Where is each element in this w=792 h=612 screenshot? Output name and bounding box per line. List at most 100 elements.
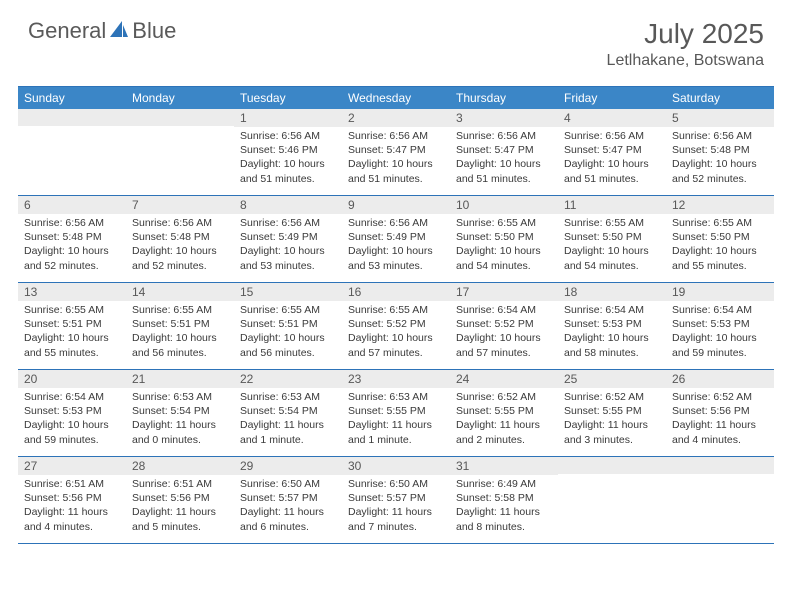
logo-text-general: General [28, 18, 106, 44]
sunrise-text: Sunrise: 6:54 AM [456, 303, 552, 317]
weekday-wednesday: Wednesday [342, 87, 450, 109]
sunset-text: Sunset: 5:53 PM [672, 317, 768, 331]
daylight-text: Daylight: 11 hours and 4 minutes. [672, 418, 768, 446]
day-number: 30 [342, 457, 450, 475]
sunset-text: Sunset: 5:57 PM [240, 491, 336, 505]
sunset-text: Sunset: 5:52 PM [348, 317, 444, 331]
day-cell: 17 Sunrise: 6:54 AMSunset: 5:52 PMDayligh… [450, 283, 558, 369]
weeks-container: 1Sunrise: 6:56 AMSunset: 5:46 PMDaylight… [18, 109, 774, 544]
day-number: 3 [450, 109, 558, 127]
sunset-text: Sunset: 5:49 PM [240, 230, 336, 244]
day-cell: 19Sunrise: 6:54 AMSunset: 5:53 PMDayligh… [666, 283, 774, 369]
sunrise-text: Sunrise: 6:55 AM [348, 303, 444, 317]
sunset-text: Sunset: 5:52 PM [456, 317, 552, 331]
sunrise-text: Sunrise: 6:54 AM [564, 303, 660, 317]
day-body: Sunrise: 6:56 AMSunset: 5:48 PMDaylight:… [18, 214, 126, 277]
day-body: Sunrise: 6:51 AMSunset: 5:56 PMDaylight:… [18, 475, 126, 538]
day-body: Sunrise: 6:56 AMSunset: 5:46 PMDaylight:… [234, 127, 342, 190]
sunset-text: Sunset: 5:48 PM [132, 230, 228, 244]
daylight-text: Daylight: 10 hours and 51 minutes. [348, 157, 444, 185]
sunrise-text: Sunrise: 6:56 AM [348, 216, 444, 230]
sunset-text: Sunset: 5:54 PM [132, 404, 228, 418]
day-body: Sunrise: 6:56 AMSunset: 5:48 PMDaylight:… [666, 127, 774, 190]
sunset-text: Sunset: 5:51 PM [132, 317, 228, 331]
sunrise-text: Sunrise: 6:55 AM [672, 216, 768, 230]
daylight-text: Daylight: 10 hours and 57 minutes. [456, 331, 552, 359]
day-number: 22 [234, 370, 342, 388]
daylight-text: Daylight: 10 hours and 51 minutes. [240, 157, 336, 185]
header: General Blue July 2025 Letlhakane, Botsw… [0, 0, 792, 78]
sunrise-text: Sunrise: 6:53 AM [348, 390, 444, 404]
sunrise-text: Sunrise: 6:56 AM [672, 129, 768, 143]
calendar-header-row: Sunday Monday Tuesday Wednesday Thursday… [18, 87, 774, 109]
sunrise-text: Sunrise: 6:54 AM [672, 303, 768, 317]
day-body: Sunrise: 6:54 AMSunset: 5:53 PMDaylight:… [18, 388, 126, 451]
daylight-text: Daylight: 10 hours and 54 minutes. [456, 244, 552, 272]
day-body: Sunrise: 6:54 AMSunset: 5:53 PMDaylight:… [558, 301, 666, 364]
weekday-tuesday: Tuesday [234, 87, 342, 109]
sunrise-text: Sunrise: 6:55 AM [456, 216, 552, 230]
logo: General Blue [28, 18, 176, 44]
sunset-text: Sunset: 5:56 PM [672, 404, 768, 418]
day-body: Sunrise: 6:55 AMSunset: 5:52 PMDaylight:… [342, 301, 450, 364]
day-body: Sunrise: 6:55 AMSunset: 5:51 PMDaylight:… [18, 301, 126, 364]
day-body: Sunrise: 6:56 AMSunset: 5:47 PMDaylight:… [450, 127, 558, 190]
day-cell: 15Sunrise: 6:55 AMSunset: 5:51 PMDayligh… [234, 283, 342, 369]
title-location: Letlhakane, Botswana [607, 52, 764, 70]
day-number: 17 [450, 283, 558, 301]
day-cell: 22Sunrise: 6:53 AMSunset: 5:54 PMDayligh… [234, 370, 342, 456]
daylight-text: Daylight: 11 hours and 2 minutes. [456, 418, 552, 446]
day-number: 1 [234, 109, 342, 127]
calendar: Sunday Monday Tuesday Wednesday Thursday… [18, 86, 774, 544]
daylight-text: Daylight: 10 hours and 51 minutes. [456, 157, 552, 185]
day-cell: 6Sunrise: 6:56 AMSunset: 5:48 PMDaylight… [18, 196, 126, 282]
day-body: Sunrise: 6:53 AMSunset: 5:54 PMDaylight:… [234, 388, 342, 451]
day-cell: 5Sunrise: 6:56 AMSunset: 5:48 PMDaylight… [666, 109, 774, 195]
day-cell: 30Sunrise: 6:50 AMSunset: 5:57 PMDayligh… [342, 457, 450, 543]
sunset-text: Sunset: 5:56 PM [24, 491, 120, 505]
week-row: 20Sunrise: 6:54 AMSunset: 5:53 PMDayligh… [18, 370, 774, 457]
day-number: 7 [126, 196, 234, 214]
sunrise-text: Sunrise: 6:56 AM [348, 129, 444, 143]
day-body: Sunrise: 6:55 AMSunset: 5:50 PMDaylight:… [666, 214, 774, 277]
weekday-monday: Monday [126, 87, 234, 109]
daylight-text: Daylight: 11 hours and 8 minutes. [456, 505, 552, 533]
weekday-saturday: Saturday [666, 87, 774, 109]
sunrise-text: Sunrise: 6:55 AM [564, 216, 660, 230]
day-body: Sunrise: 6:53 AMSunset: 5:55 PMDaylight:… [342, 388, 450, 451]
sunrise-text: Sunrise: 6:52 AM [456, 390, 552, 404]
day-number: 24 [450, 370, 558, 388]
daylight-text: Daylight: 10 hours and 57 minutes. [348, 331, 444, 359]
weekday-sunday: Sunday [18, 87, 126, 109]
day-body: Sunrise: 6:56 AMSunset: 5:47 PMDaylight:… [342, 127, 450, 190]
day-cell [558, 457, 666, 543]
sunrise-text: Sunrise: 6:56 AM [24, 216, 120, 230]
sunset-text: Sunset: 5:50 PM [564, 230, 660, 244]
day-body: Sunrise: 6:56 AMSunset: 5:49 PMDaylight:… [234, 214, 342, 277]
sunrise-text: Sunrise: 6:55 AM [240, 303, 336, 317]
sunrise-text: Sunrise: 6:56 AM [240, 129, 336, 143]
day-cell: 3Sunrise: 6:56 AMSunset: 5:47 PMDaylight… [450, 109, 558, 195]
daylight-text: Daylight: 11 hours and 1 minute. [348, 418, 444, 446]
daylight-text: Daylight: 10 hours and 52 minutes. [672, 157, 768, 185]
sunrise-text: Sunrise: 6:54 AM [24, 390, 120, 404]
daylight-text: Daylight: 11 hours and 5 minutes. [132, 505, 228, 533]
sunrise-text: Sunrise: 6:51 AM [132, 477, 228, 491]
day-cell: 31Sunrise: 6:49 AMSunset: 5:58 PMDayligh… [450, 457, 558, 543]
daylight-text: Daylight: 11 hours and 0 minutes. [132, 418, 228, 446]
day-number: 10 [450, 196, 558, 214]
day-cell: 9Sunrise: 6:56 AMSunset: 5:49 PMDaylight… [342, 196, 450, 282]
daylight-text: Daylight: 10 hours and 54 minutes. [564, 244, 660, 272]
sunset-text: Sunset: 5:57 PM [348, 491, 444, 505]
day-body: Sunrise: 6:55 AMSunset: 5:51 PMDaylight:… [126, 301, 234, 364]
sunset-text: Sunset: 5:46 PM [240, 143, 336, 157]
daylight-text: Daylight: 11 hours and 6 minutes. [240, 505, 336, 533]
weekday-thursday: Thursday [450, 87, 558, 109]
day-cell: 14Sunrise: 6:55 AMSunset: 5:51 PMDayligh… [126, 283, 234, 369]
sunset-text: Sunset: 5:51 PM [24, 317, 120, 331]
sunset-text: Sunset: 5:48 PM [672, 143, 768, 157]
day-body: Sunrise: 6:56 AMSunset: 5:47 PMDaylight:… [558, 127, 666, 190]
day-number: 5 [666, 109, 774, 127]
daylight-text: Daylight: 10 hours and 53 minutes. [348, 244, 444, 272]
day-body: Sunrise: 6:51 AMSunset: 5:56 PMDaylight:… [126, 475, 234, 538]
